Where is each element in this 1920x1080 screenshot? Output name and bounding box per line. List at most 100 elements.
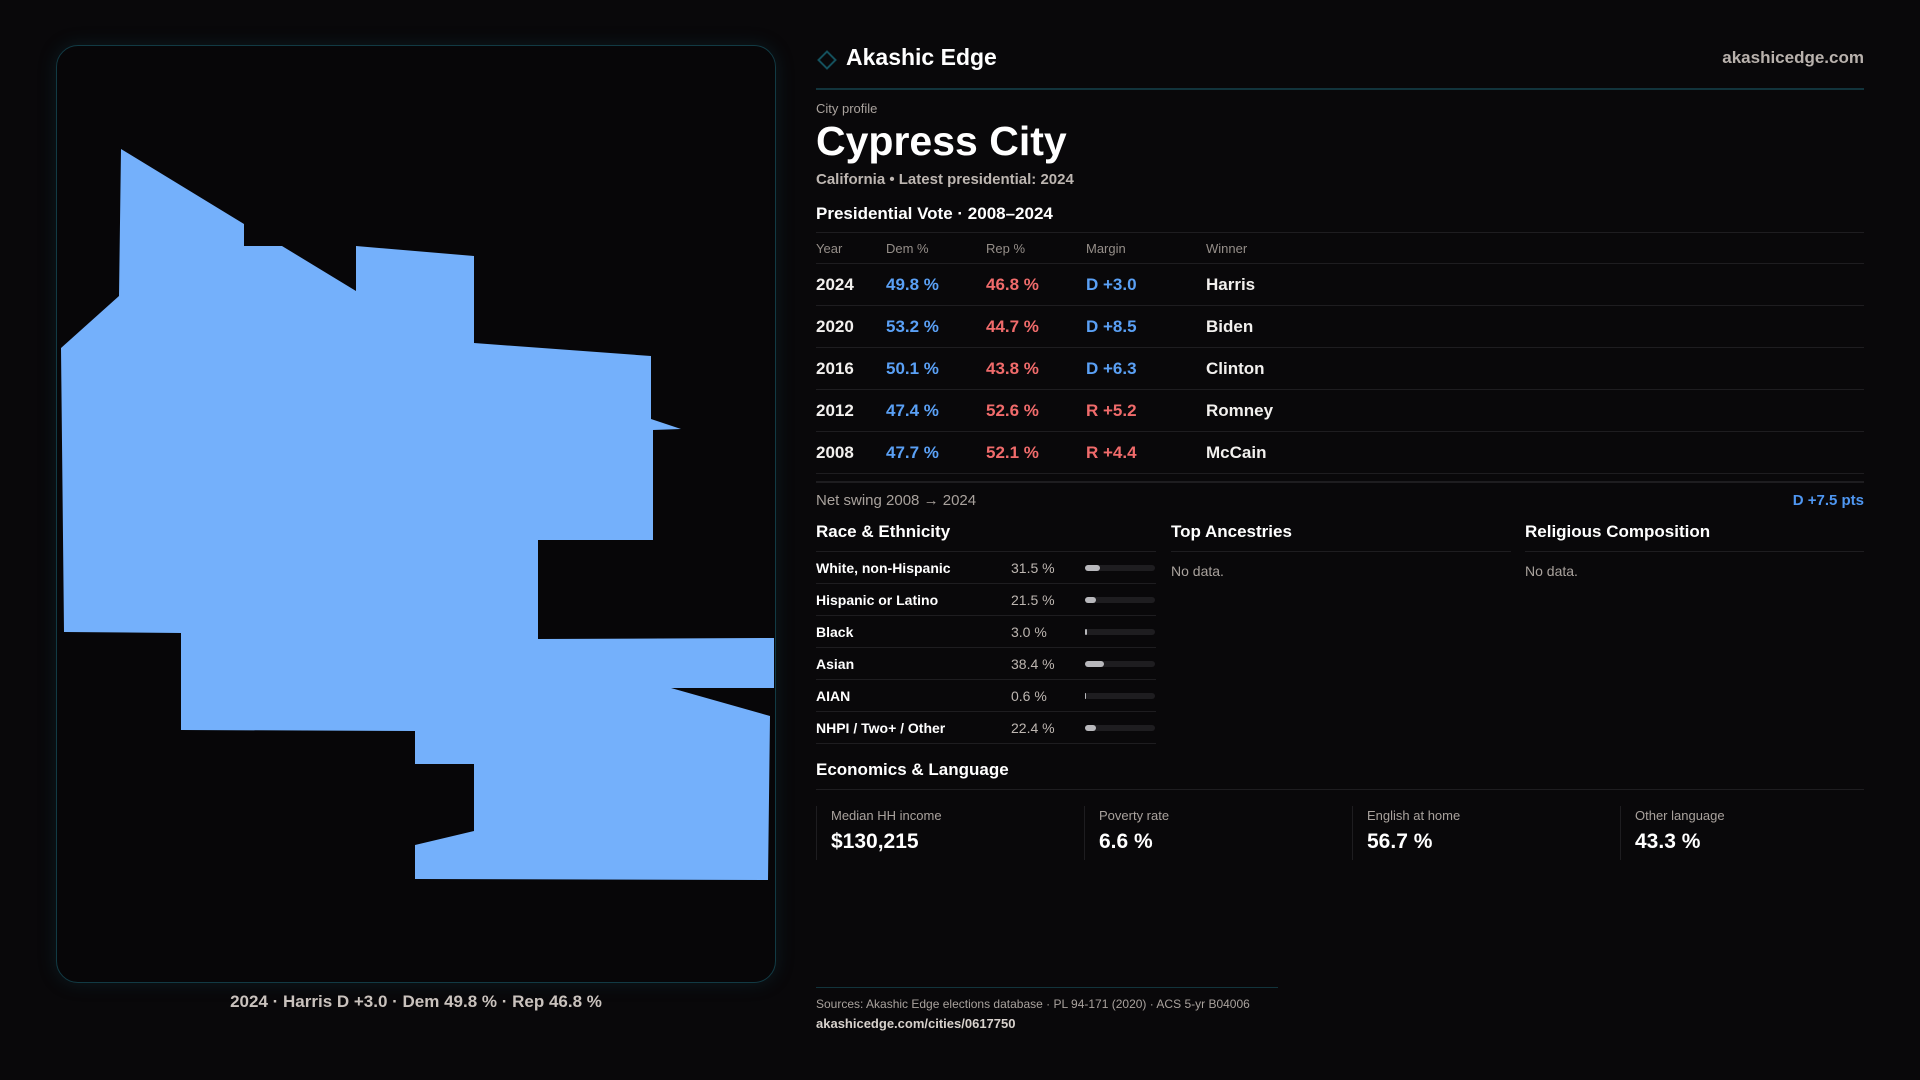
econ-stat: Median HH income $130,215 bbox=[816, 806, 1084, 860]
margin: D +6.3 bbox=[1086, 347, 1206, 390]
ancestries-title: Top Ancestries bbox=[1171, 522, 1511, 552]
stat-label: English at home bbox=[1367, 808, 1461, 823]
vote-row: 2020 53.2 % 44.7 % D +8.5 Biden bbox=[816, 305, 1864, 348]
stat-value: $130,215 bbox=[831, 830, 919, 853]
rep-pct: 46.8 % bbox=[986, 263, 1086, 306]
religion-section: Religious Composition No data. bbox=[1525, 522, 1864, 579]
ancestries-empty: No data. bbox=[1171, 563, 1224, 579]
stat-label: Median HH income bbox=[831, 808, 942, 823]
vote-table: Year Dem % Rep % Margin Winner 2024 49.8 … bbox=[816, 232, 1864, 474]
race-value: 21.5 % bbox=[1011, 591, 1055, 608]
rep-pct: 52.1 % bbox=[986, 431, 1086, 474]
diamond-logo-icon bbox=[817, 49, 837, 70]
header-divider bbox=[816, 88, 1864, 90]
map-caption: 2024 · Harris D +3.0 · Dem 49.8 % · Rep … bbox=[230, 992, 602, 1011]
winner: Biden bbox=[1206, 305, 1864, 348]
race-label: Hispanic or Latino bbox=[816, 591, 939, 608]
vote-year: 2024 bbox=[816, 263, 886, 306]
race-bar-fill bbox=[1085, 724, 1096, 731]
stat-label: Poverty rate bbox=[1099, 808, 1170, 823]
race-row: White, non-Hispanic 31.5 % bbox=[816, 552, 1156, 584]
winner: McCain bbox=[1206, 431, 1864, 474]
col-year: Year bbox=[816, 232, 886, 264]
margin: D +8.5 bbox=[1086, 305, 1206, 348]
race-label: AIAN bbox=[816, 687, 851, 704]
race-bar-fill bbox=[1085, 564, 1101, 571]
page-subtitle: California • Latest presidential: 2024 bbox=[816, 171, 1074, 188]
race-row: Asian 38.4 % bbox=[816, 648, 1156, 680]
race-bar bbox=[1085, 692, 1155, 699]
ancestries-section: Top Ancestries No data. bbox=[1171, 522, 1511, 579]
stat-value: 6.6 % bbox=[1099, 830, 1153, 853]
col-dem: Dem % bbox=[886, 232, 986, 264]
net-swing-label: Net swing 2008 → 2024 bbox=[816, 492, 977, 509]
race-bar bbox=[1085, 596, 1155, 603]
col-margin: Margin bbox=[1086, 232, 1206, 264]
race-value: 0.6 % bbox=[1011, 687, 1047, 704]
brand[interactable]: Akashic Edge bbox=[816, 44, 997, 71]
race-label: Black bbox=[816, 623, 854, 640]
margin: R +5.2 bbox=[1086, 389, 1206, 432]
vote-section-title: Presidential Vote · 2008–2024 bbox=[816, 204, 1053, 223]
dem-pct: 53.2 % bbox=[886, 305, 986, 348]
vote-year: 2016 bbox=[816, 347, 886, 390]
religion-title: Religious Composition bbox=[1525, 522, 1864, 552]
race-value: 38.4 % bbox=[1011, 655, 1055, 672]
econ-stat: Other language 43.3 % bbox=[1620, 806, 1888, 860]
winner: Romney bbox=[1206, 389, 1864, 432]
race-bar bbox=[1085, 660, 1155, 667]
race-bar-fill bbox=[1085, 660, 1104, 667]
dem-pct: 49.8 % bbox=[886, 263, 986, 306]
race-section: Race & Ethnicity White, non-Hispanic 31.5… bbox=[816, 522, 1156, 744]
vote-row: 2016 50.1 % 43.8 % D +6.3 Clinton bbox=[816, 347, 1864, 390]
race-label: NHPI / Two+ / Other bbox=[816, 719, 946, 736]
margin: D +3.0 bbox=[1086, 263, 1206, 306]
vote-year: 2012 bbox=[816, 389, 886, 432]
stat-value: 43.3 % bbox=[1635, 830, 1701, 853]
eyebrow: City profile bbox=[816, 101, 878, 116]
stat-value: 56.7 % bbox=[1367, 830, 1433, 853]
page-url[interactable]: akashicedge.com/cities/0617750 bbox=[816, 1016, 1016, 1031]
econ-title: Economics & Language bbox=[816, 760, 1864, 790]
dem-pct: 47.4 % bbox=[886, 389, 986, 432]
col-winner: Winner bbox=[1206, 232, 1864, 264]
vote-year: 2008 bbox=[816, 431, 886, 474]
brand-name: Akashic Edge bbox=[846, 44, 997, 70]
race-label: White, non-Hispanic bbox=[816, 559, 951, 576]
race-row: Black 3.0 % bbox=[816, 616, 1156, 648]
race-bar-fill bbox=[1085, 596, 1096, 603]
dem-pct: 50.1 % bbox=[886, 347, 986, 390]
footer: Sources: Akashic Edge elections database… bbox=[816, 987, 1278, 1031]
race-bar-fill bbox=[1085, 628, 1087, 635]
net-swing: Net swing 2008 → 2024 D +7.5 pts bbox=[816, 481, 1864, 509]
winner: Clinton bbox=[1206, 347, 1864, 390]
race-value: 31.5 % bbox=[1011, 559, 1055, 576]
race-row: Hispanic or Latino 21.5 % bbox=[816, 584, 1156, 616]
econ-stat: English at home 56.7 % bbox=[1352, 806, 1620, 860]
race-title: Race & Ethnicity bbox=[816, 522, 1156, 552]
race-bar bbox=[1085, 564, 1155, 571]
race-label: Asian bbox=[816, 655, 855, 672]
margin: R +4.4 bbox=[1086, 431, 1206, 474]
stat-label: Other language bbox=[1635, 808, 1725, 823]
vote-row: 2024 49.8 % 46.8 % D +3.0 Harris bbox=[816, 263, 1864, 306]
city-boundary-shape[interactable] bbox=[61, 149, 774, 880]
econ-stats: Median HH income $130,215 Poverty rate 6.6 … bbox=[816, 806, 1888, 860]
econ-stat: Poverty rate 6.6 % bbox=[1084, 806, 1352, 860]
religion-empty: No data. bbox=[1525, 563, 1578, 579]
vote-row: 2012 47.4 % 52.6 % R +5.2 Romney bbox=[816, 389, 1864, 432]
vote-row: 2008 47.7 % 52.1 % R +4.4 McCain bbox=[816, 431, 1864, 474]
rep-pct: 52.6 % bbox=[986, 389, 1086, 432]
race-bar bbox=[1085, 628, 1155, 635]
rep-pct: 43.8 % bbox=[986, 347, 1086, 390]
net-swing-value: D +7.5 pts bbox=[1792, 492, 1864, 509]
race-row: NHPI / Two+ / Other 22.4 % bbox=[816, 712, 1156, 744]
col-rep: Rep % bbox=[986, 232, 1086, 264]
rep-pct: 44.7 % bbox=[986, 305, 1086, 348]
site-link[interactable]: akashicedge.com bbox=[1722, 48, 1864, 67]
race-value: 3.0 % bbox=[1011, 623, 1047, 640]
vote-year: 2020 bbox=[816, 305, 886, 348]
sources: Sources: Akashic Edge elections database… bbox=[816, 997, 1250, 1011]
race-value: 22.4 % bbox=[1011, 719, 1055, 736]
